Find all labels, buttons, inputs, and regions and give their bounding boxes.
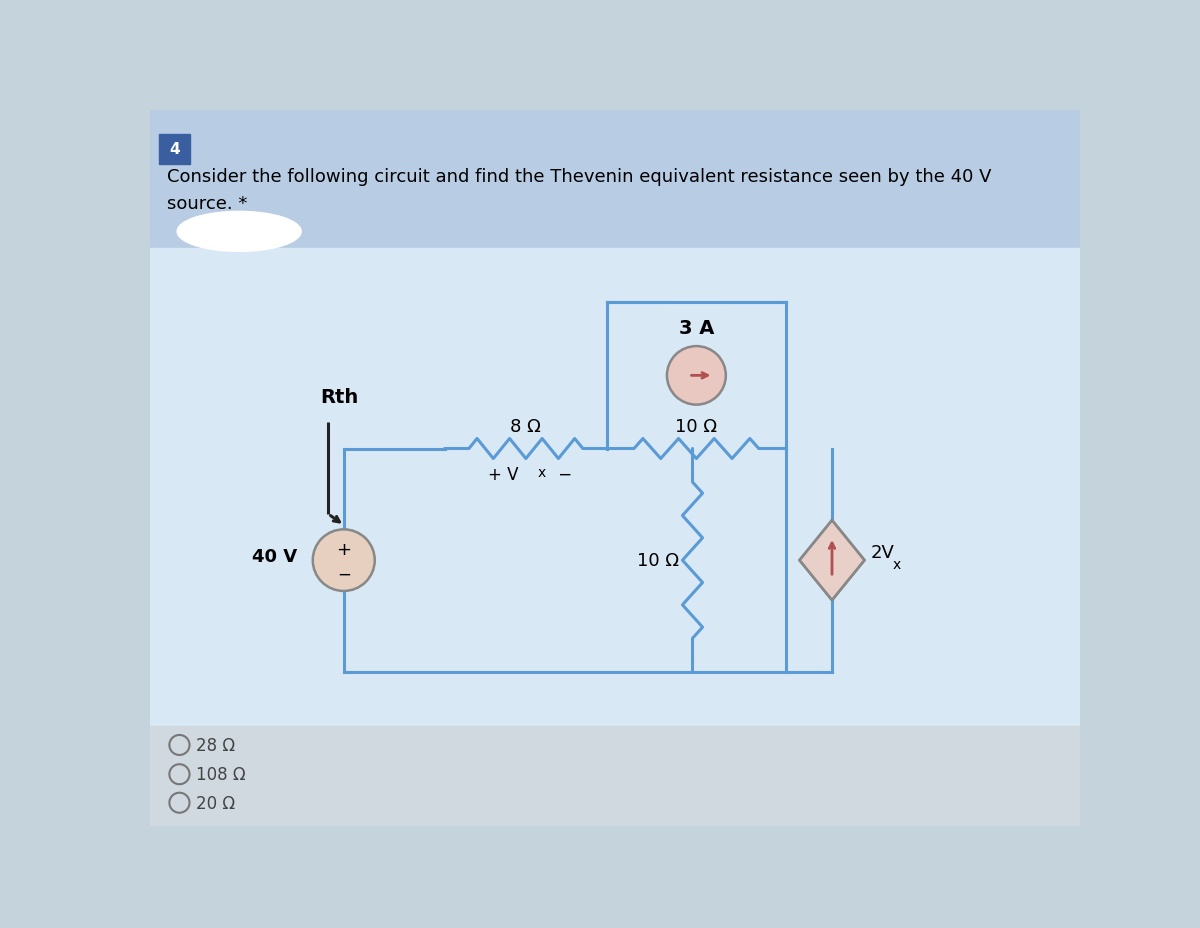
Ellipse shape <box>178 213 301 252</box>
Text: 10 Ω: 10 Ω <box>676 418 718 435</box>
Text: 2V: 2V <box>871 544 895 561</box>
Text: 10 Ω: 10 Ω <box>636 551 678 570</box>
Circle shape <box>667 347 726 406</box>
Text: 3 A: 3 A <box>679 318 714 338</box>
Polygon shape <box>799 521 864 600</box>
Text: 40 V: 40 V <box>252 548 298 566</box>
Circle shape <box>313 530 374 591</box>
Text: Consider the following circuit and find the Thevenin equivalent resistance seen : Consider the following circuit and find … <box>167 168 991 187</box>
Text: 20 Ω: 20 Ω <box>197 793 235 812</box>
Text: −: − <box>337 565 350 584</box>
Text: −: − <box>553 466 572 483</box>
Text: x: x <box>538 466 546 480</box>
Text: + V: + V <box>487 466 518 483</box>
Bar <box>150 111 1080 249</box>
Text: +: + <box>336 541 352 559</box>
Bar <box>150 726 1080 826</box>
Text: 8 Ω: 8 Ω <box>510 418 541 435</box>
Text: 108 Ω: 108 Ω <box>197 766 246 783</box>
Text: Rth: Rth <box>320 388 359 406</box>
Text: 4: 4 <box>169 142 180 158</box>
Bar <box>160 135 191 164</box>
Text: source. *: source. * <box>167 195 247 213</box>
Bar <box>150 249 1080 726</box>
Text: 28 Ω: 28 Ω <box>197 736 235 754</box>
Text: x: x <box>893 558 901 572</box>
